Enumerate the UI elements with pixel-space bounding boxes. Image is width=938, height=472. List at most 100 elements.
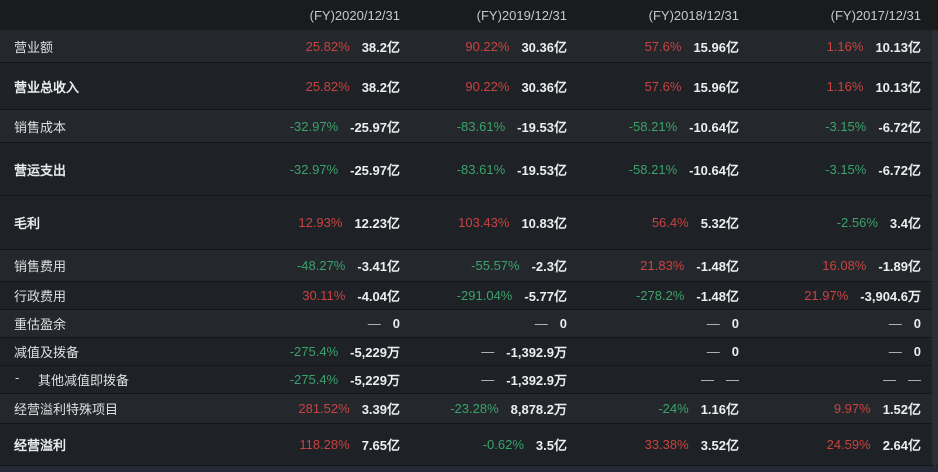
period-3-cell: -58.21% -10.64亿: [567, 117, 739, 136]
row-label-cell: 销售成本: [0, 117, 220, 136]
change-percent: 21.97%: [804, 288, 849, 303]
amount-value: 3.5亿: [535, 438, 567, 453]
change-percent: -32.97%: [289, 161, 339, 177]
row-label: 其他减值即拨备: [38, 373, 130, 388]
amount-value: 10.13亿: [875, 39, 921, 55]
table-row[interactable]: 经营溢利 118.28% 7.65亿 -0.62% 3.5亿 33.38% 3.…: [0, 424, 938, 466]
period-1-cell: 25.82% 38.2亿: [220, 77, 400, 96]
table-row[interactable]: 毛利 12.93% 12.23亿 103.43% 10.83亿 56.4% 5.…: [0, 196, 938, 250]
period-1-cell: 118.28% 7.65亿: [220, 435, 400, 454]
table-row[interactable]: 经营溢利特殊项目 281.52% 3.39亿 -23.28% 8,878.2万 …: [0, 394, 938, 424]
period-1-cell: 25.82% 38.2亿: [220, 37, 400, 56]
amount-value: -1.48亿: [696, 289, 739, 304]
change-percent: 57.6%: [644, 78, 682, 94]
table-row[interactable]: 营业总收入 25.82% 38.2亿 90.22% 30.36亿 57.6% 1…: [0, 63, 938, 110]
change-percent: —: [534, 316, 548, 331]
amount-value: 38.2亿: [361, 39, 400, 55]
table-row[interactable]: 减值及拨备 -275.4% -5,229万 — -1,392.9万 — 0 — …: [0, 338, 938, 366]
amount-value: -19.53亿: [517, 162, 567, 178]
change-percent: -83.61%: [456, 161, 506, 177]
period-3-cell: 57.6% 15.96亿: [567, 77, 739, 96]
period-4-cell: 1.16% 10.13亿: [739, 77, 921, 96]
period-3-cell: 21.83% -1.48亿: [567, 256, 739, 275]
amount-value: -3.41亿: [357, 259, 400, 274]
amount-value: 38.2亿: [361, 79, 400, 95]
period-4-cell: 21.97% -3,904.6万: [739, 286, 921, 305]
amount-value: -1.89亿: [878, 259, 921, 274]
change-percent: -23.28%: [450, 401, 499, 416]
change-percent: 1.16%: [826, 38, 864, 54]
change-percent: -275.4%: [289, 344, 339, 359]
row-label-cell: 行政费用: [0, 286, 220, 305]
table-row[interactable]: 营运支出 -32.97% -25.97亿 -83.61% -19.53亿 -58…: [0, 143, 938, 196]
amount-value: 1.52亿: [882, 402, 921, 417]
change-percent: 57.6%: [644, 38, 682, 54]
amount-value: -5,229万: [350, 345, 400, 360]
table-header: (FY)2020/12/31 (FY)2019/12/31 (FY)2018/1…: [0, 0, 938, 30]
amount-value: -10.64亿: [689, 119, 739, 135]
change-percent: -24%: [658, 401, 689, 416]
change-percent: —: [481, 372, 495, 387]
amount-value: 0: [913, 344, 921, 359]
table-row[interactable]: 营业额 25.82% 38.2亿 90.22% 30.36亿 57.6% 15.…: [0, 30, 938, 63]
amount-value: -19.53亿: [517, 119, 567, 135]
change-percent: —: [701, 372, 714, 387]
period-1-cell: -32.97% -25.97亿: [220, 117, 400, 136]
period-4-cell: — 0: [739, 344, 921, 359]
period-3-cell: -58.21% -10.64亿: [567, 160, 739, 179]
table-row[interactable]: - 其他减值即拨备 -275.4% -5,229万 — -1,392.9万 — …: [0, 366, 938, 394]
table-row[interactable]: 重估盈余 — 0 — 0 — 0 — 0: [0, 310, 938, 338]
amount-value: 5.32亿: [700, 216, 739, 231]
table-body: 营业额 25.82% 38.2亿 90.22% 30.36亿 57.6% 15.…: [0, 30, 938, 466]
change-percent: 90.22%: [465, 38, 510, 54]
change-percent: —: [706, 344, 720, 359]
amount-value: 0: [913, 316, 921, 331]
amount-value: -1,392.9万: [506, 373, 567, 388]
row-label: 销售费用: [14, 259, 67, 274]
table-row[interactable]: 行政费用 30.11% -4.04亿 -291.04% -5.77亿 -278.…: [0, 282, 938, 310]
amount-value: -10.64亿: [689, 162, 739, 178]
row-label-cell: 销售费用: [0, 256, 220, 275]
change-percent: —: [883, 372, 896, 387]
period-1-cell: — 0: [220, 316, 400, 331]
row-label: 营业总收入: [14, 79, 80, 95]
amount-value: 3.52亿: [700, 438, 739, 453]
change-percent: —: [706, 316, 720, 331]
period-2-cell: 103.43% 10.83亿: [400, 213, 567, 232]
change-percent: -58.21%: [628, 118, 678, 134]
change-percent: 16.08%: [822, 258, 867, 273]
period-2-cell: — -1,392.9万: [400, 370, 567, 389]
change-percent: 24.59%: [826, 437, 871, 452]
row-label-cell: 毛利: [0, 213, 220, 232]
period-4-cell: 9.97% 1.52亿: [739, 399, 921, 418]
column-header-period-1: (FY)2020/12/31: [309, 7, 400, 23]
period-2-cell: -0.62% 3.5亿: [400, 435, 567, 454]
period-3-cell: -24% 1.16亿: [567, 399, 739, 418]
table-row[interactable]: 销售费用 -48.27% -3.41亿 -55.57% -2.3亿 21.83%…: [0, 250, 938, 282]
row-label: 减值及拨备: [14, 345, 80, 360]
change-percent: -0.62%: [482, 437, 524, 452]
amount-value: 7.65亿: [361, 438, 400, 453]
amount-value: -6.72亿: [878, 119, 921, 135]
period-2-cell: — -1,392.9万: [400, 342, 567, 361]
period-4-cell: -3.15% -6.72亿: [739, 160, 921, 179]
table-row[interactable]: 销售成本 -32.97% -25.97亿 -83.61% -19.53亿 -58…: [0, 110, 938, 143]
row-label: 重估盈余: [14, 317, 67, 332]
period-2-cell: -83.61% -19.53亿: [400, 117, 567, 136]
change-percent: —: [367, 316, 381, 331]
amount-value: 0: [559, 316, 567, 331]
period-4-cell: 24.59% 2.64亿: [739, 435, 921, 454]
amount-value: 10.13亿: [875, 79, 921, 95]
change-percent: -3.15%: [825, 118, 867, 134]
change-percent: 56.4%: [651, 215, 689, 230]
vertical-scrollbar[interactable]: [932, 30, 938, 466]
change-percent: -83.61%: [456, 118, 506, 134]
row-label-cell: 重估盈余: [0, 314, 220, 333]
period-3-cell: — 0: [567, 316, 739, 331]
amount-value: —: [908, 372, 921, 387]
amount-value: 8,878.2万: [510, 402, 567, 417]
period-3-cell: — —: [567, 372, 739, 387]
change-percent: -291.04%: [456, 288, 513, 303]
row-label: 营运支出: [14, 162, 67, 178]
change-percent: 30.11%: [302, 288, 346, 303]
